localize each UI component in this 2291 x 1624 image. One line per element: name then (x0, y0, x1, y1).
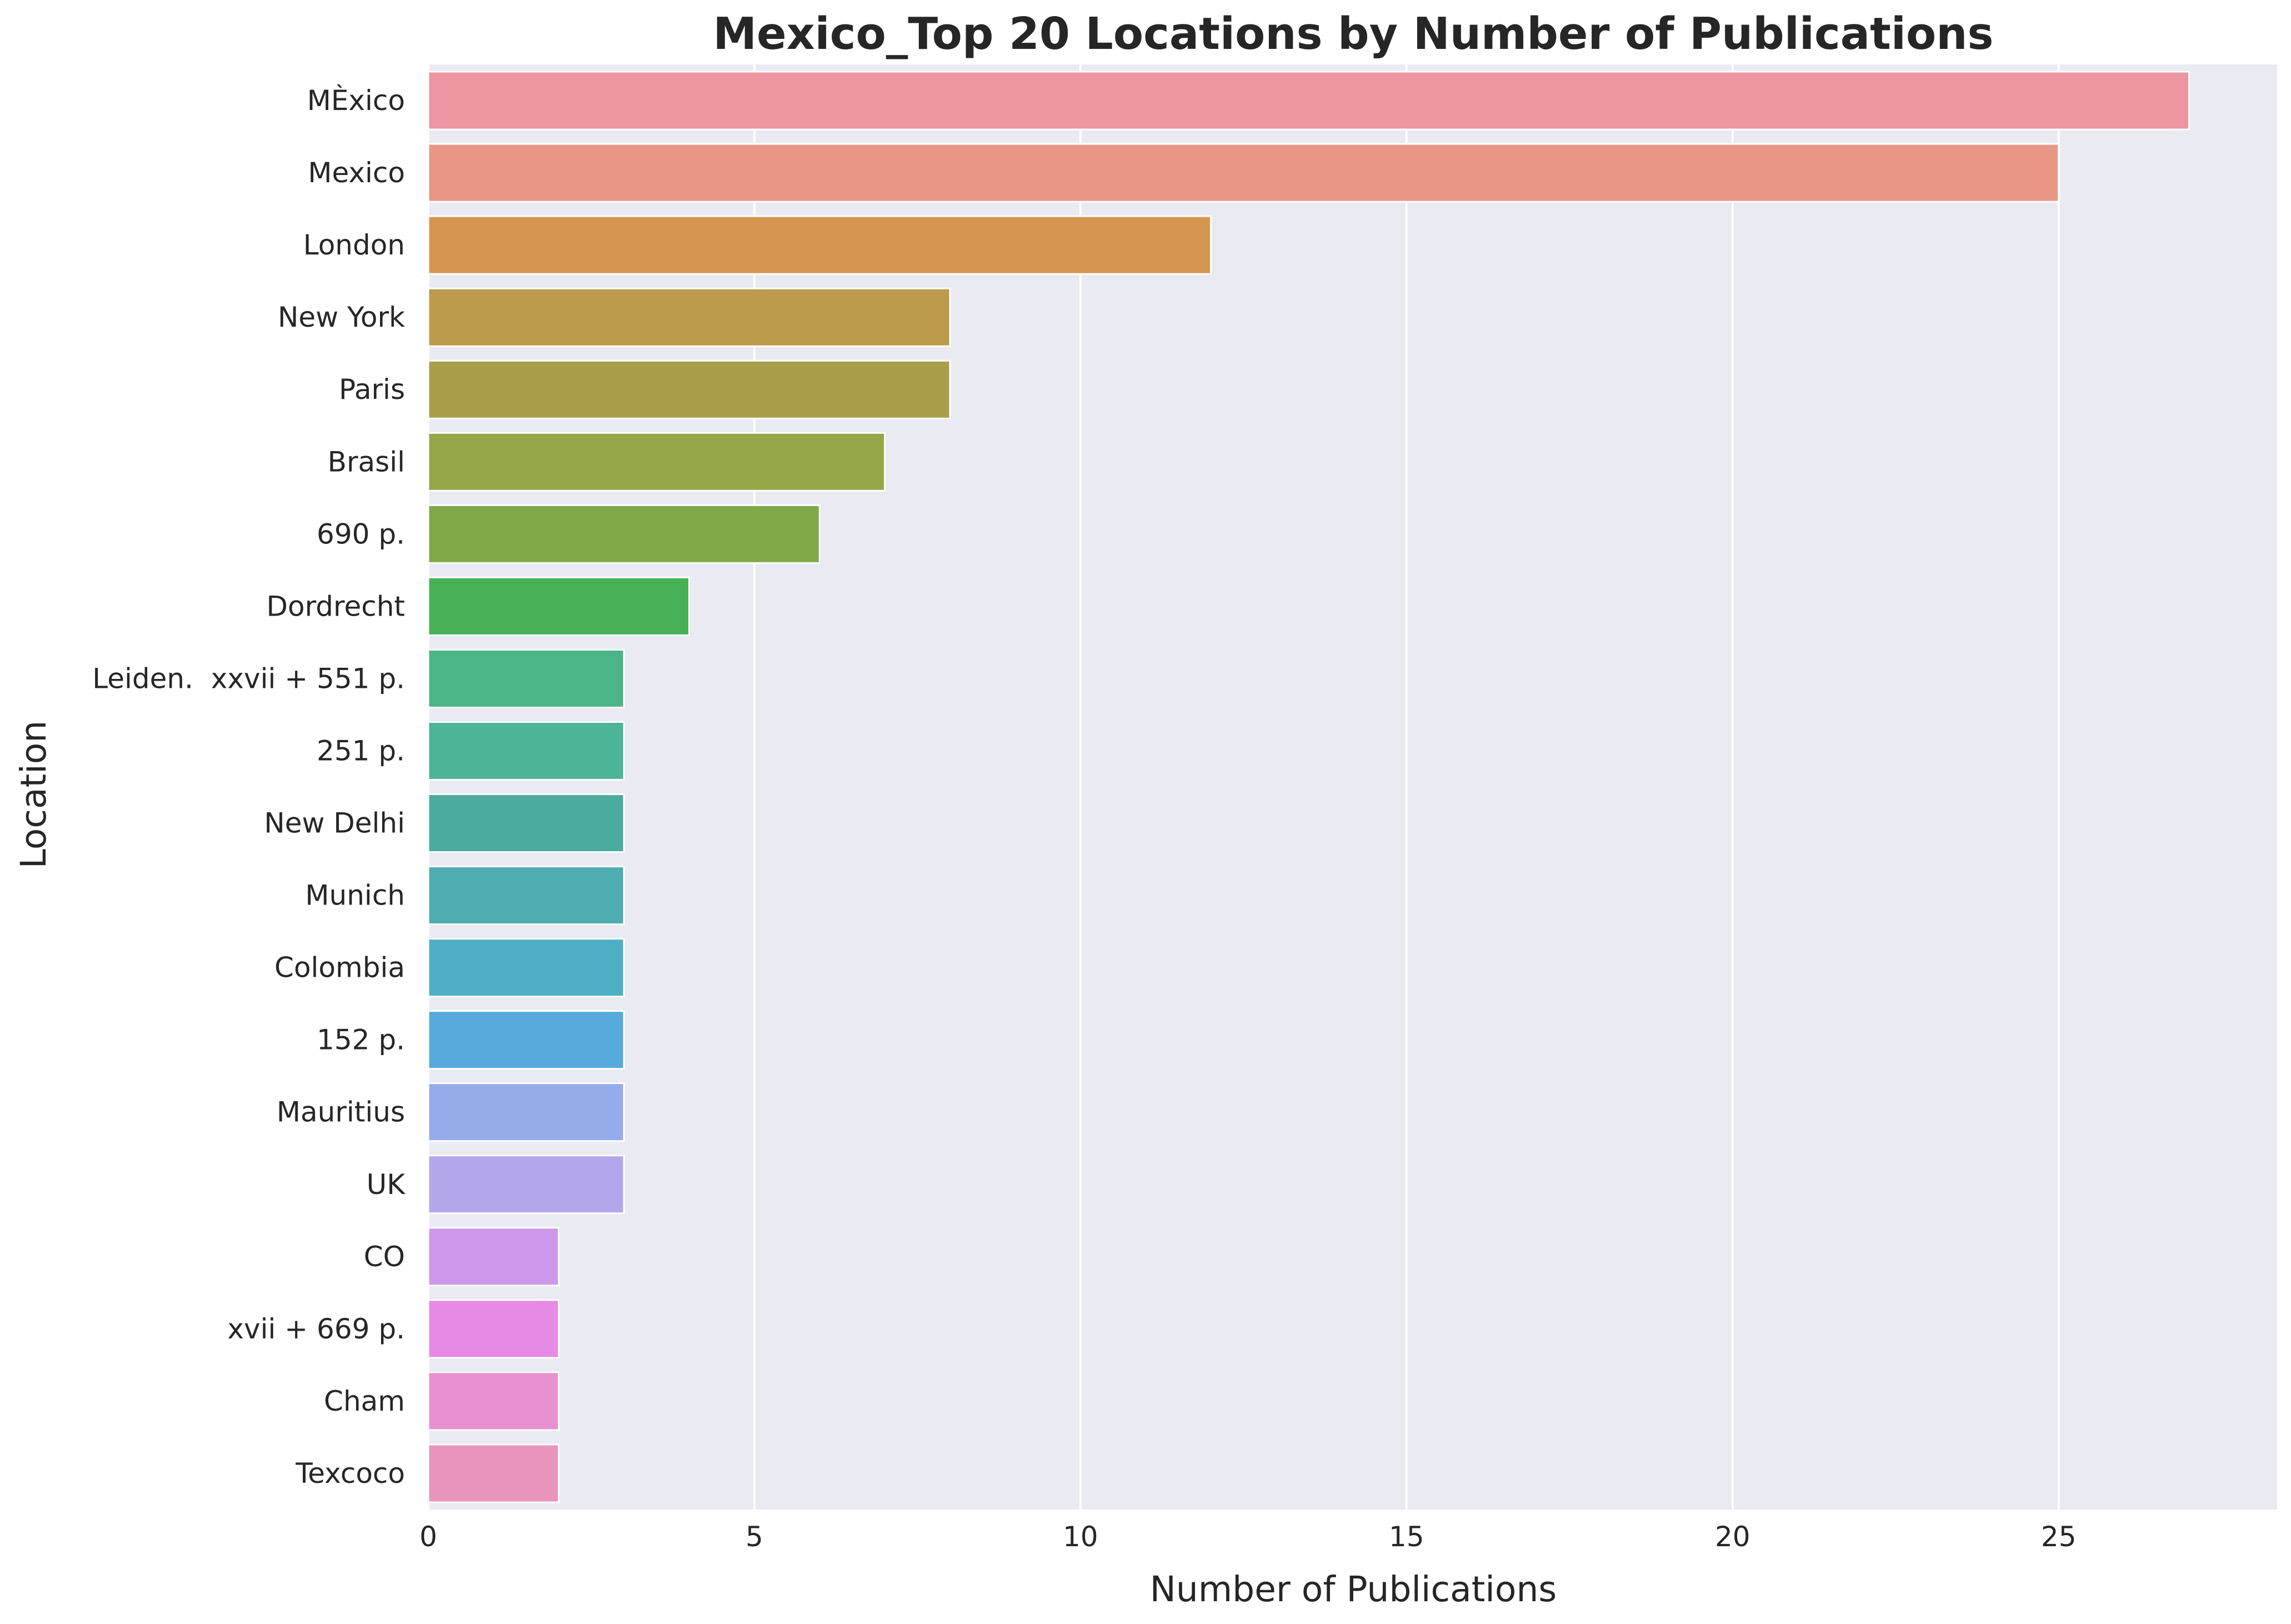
x-tick-label: 5 (746, 1521, 763, 1553)
y-tick-label: Cham (324, 1385, 405, 1417)
y-tick-label: Dordrecht (266, 590, 405, 622)
y-tick-label: Mexico (308, 157, 405, 189)
bar (427, 1443, 560, 1503)
y-tick-label: 251 p. (317, 734, 405, 767)
bar (427, 1299, 560, 1359)
plot-area (428, 64, 2277, 1510)
y-tick-label: Colombia (274, 952, 405, 984)
bar (427, 1227, 560, 1287)
y-tick-label: New Delhi (264, 807, 405, 840)
bar (427, 1082, 625, 1142)
y-tick-label: Paris (339, 373, 405, 406)
y-tick-label: Mauritius (277, 1096, 405, 1128)
bar (427, 648, 625, 708)
bar (427, 721, 625, 781)
x-axis-label: Number of Publications (1150, 1569, 1557, 1610)
bar (427, 1371, 560, 1431)
x-tick-labels: 0 5 10 15 20 25 (419, 1521, 2076, 1553)
bar (427, 432, 886, 492)
x-tick-label: 10 (1063, 1521, 1098, 1553)
y-tick-label: MÈxico (307, 84, 405, 117)
x-tick-label: 0 (419, 1521, 437, 1553)
y-tick-label: UK (367, 1168, 406, 1201)
bar (427, 504, 821, 564)
y-tick-label: London (303, 229, 405, 261)
y-tick-label: Texcoco (295, 1457, 405, 1490)
y-tick-label: CO (364, 1241, 405, 1273)
y-tick-label: New York (278, 301, 405, 333)
chart-title: Mexico_Top 20 Locations by Number of Pub… (713, 8, 1994, 59)
bar (427, 359, 951, 419)
y-tick-label: xvii + 669 p. (227, 1313, 405, 1345)
bar (427, 287, 951, 347)
bar (427, 143, 2060, 203)
bar (427, 938, 625, 998)
y-tick-label: Leiden. xxvii + 551 p. (92, 662, 405, 694)
y-tick-label: Brasil (328, 446, 405, 478)
bar (427, 793, 625, 853)
bar (427, 215, 1212, 275)
x-tick-label: 15 (1389, 1521, 1424, 1553)
bar (427, 1155, 625, 1215)
bar (427, 866, 625, 926)
bar (427, 1010, 625, 1070)
bar (427, 71, 2190, 131)
x-tick-label: 25 (2041, 1521, 2077, 1553)
y-tick-labels: MÈxico Mexico London New York Paris Brasil 690… (92, 84, 406, 1490)
y-axis-label: Location (13, 721, 54, 868)
x-tick-label: 20 (1715, 1521, 1750, 1553)
y-tick-label: 690 p. (317, 518, 405, 550)
y-tick-label: 152 p. (317, 1024, 405, 1056)
bar (427, 576, 691, 636)
y-tick-label: Munich (305, 880, 405, 912)
bars (427, 71, 2190, 1503)
